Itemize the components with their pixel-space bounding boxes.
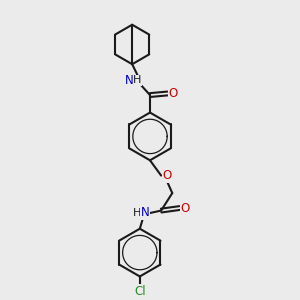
Text: H: H [132, 208, 141, 218]
Text: O: O [162, 169, 172, 182]
Text: N: N [125, 74, 134, 87]
Text: O: O [169, 87, 178, 100]
Text: Cl: Cl [134, 285, 146, 298]
Text: H: H [133, 75, 142, 85]
Text: N: N [141, 206, 150, 219]
Text: O: O [181, 202, 190, 214]
